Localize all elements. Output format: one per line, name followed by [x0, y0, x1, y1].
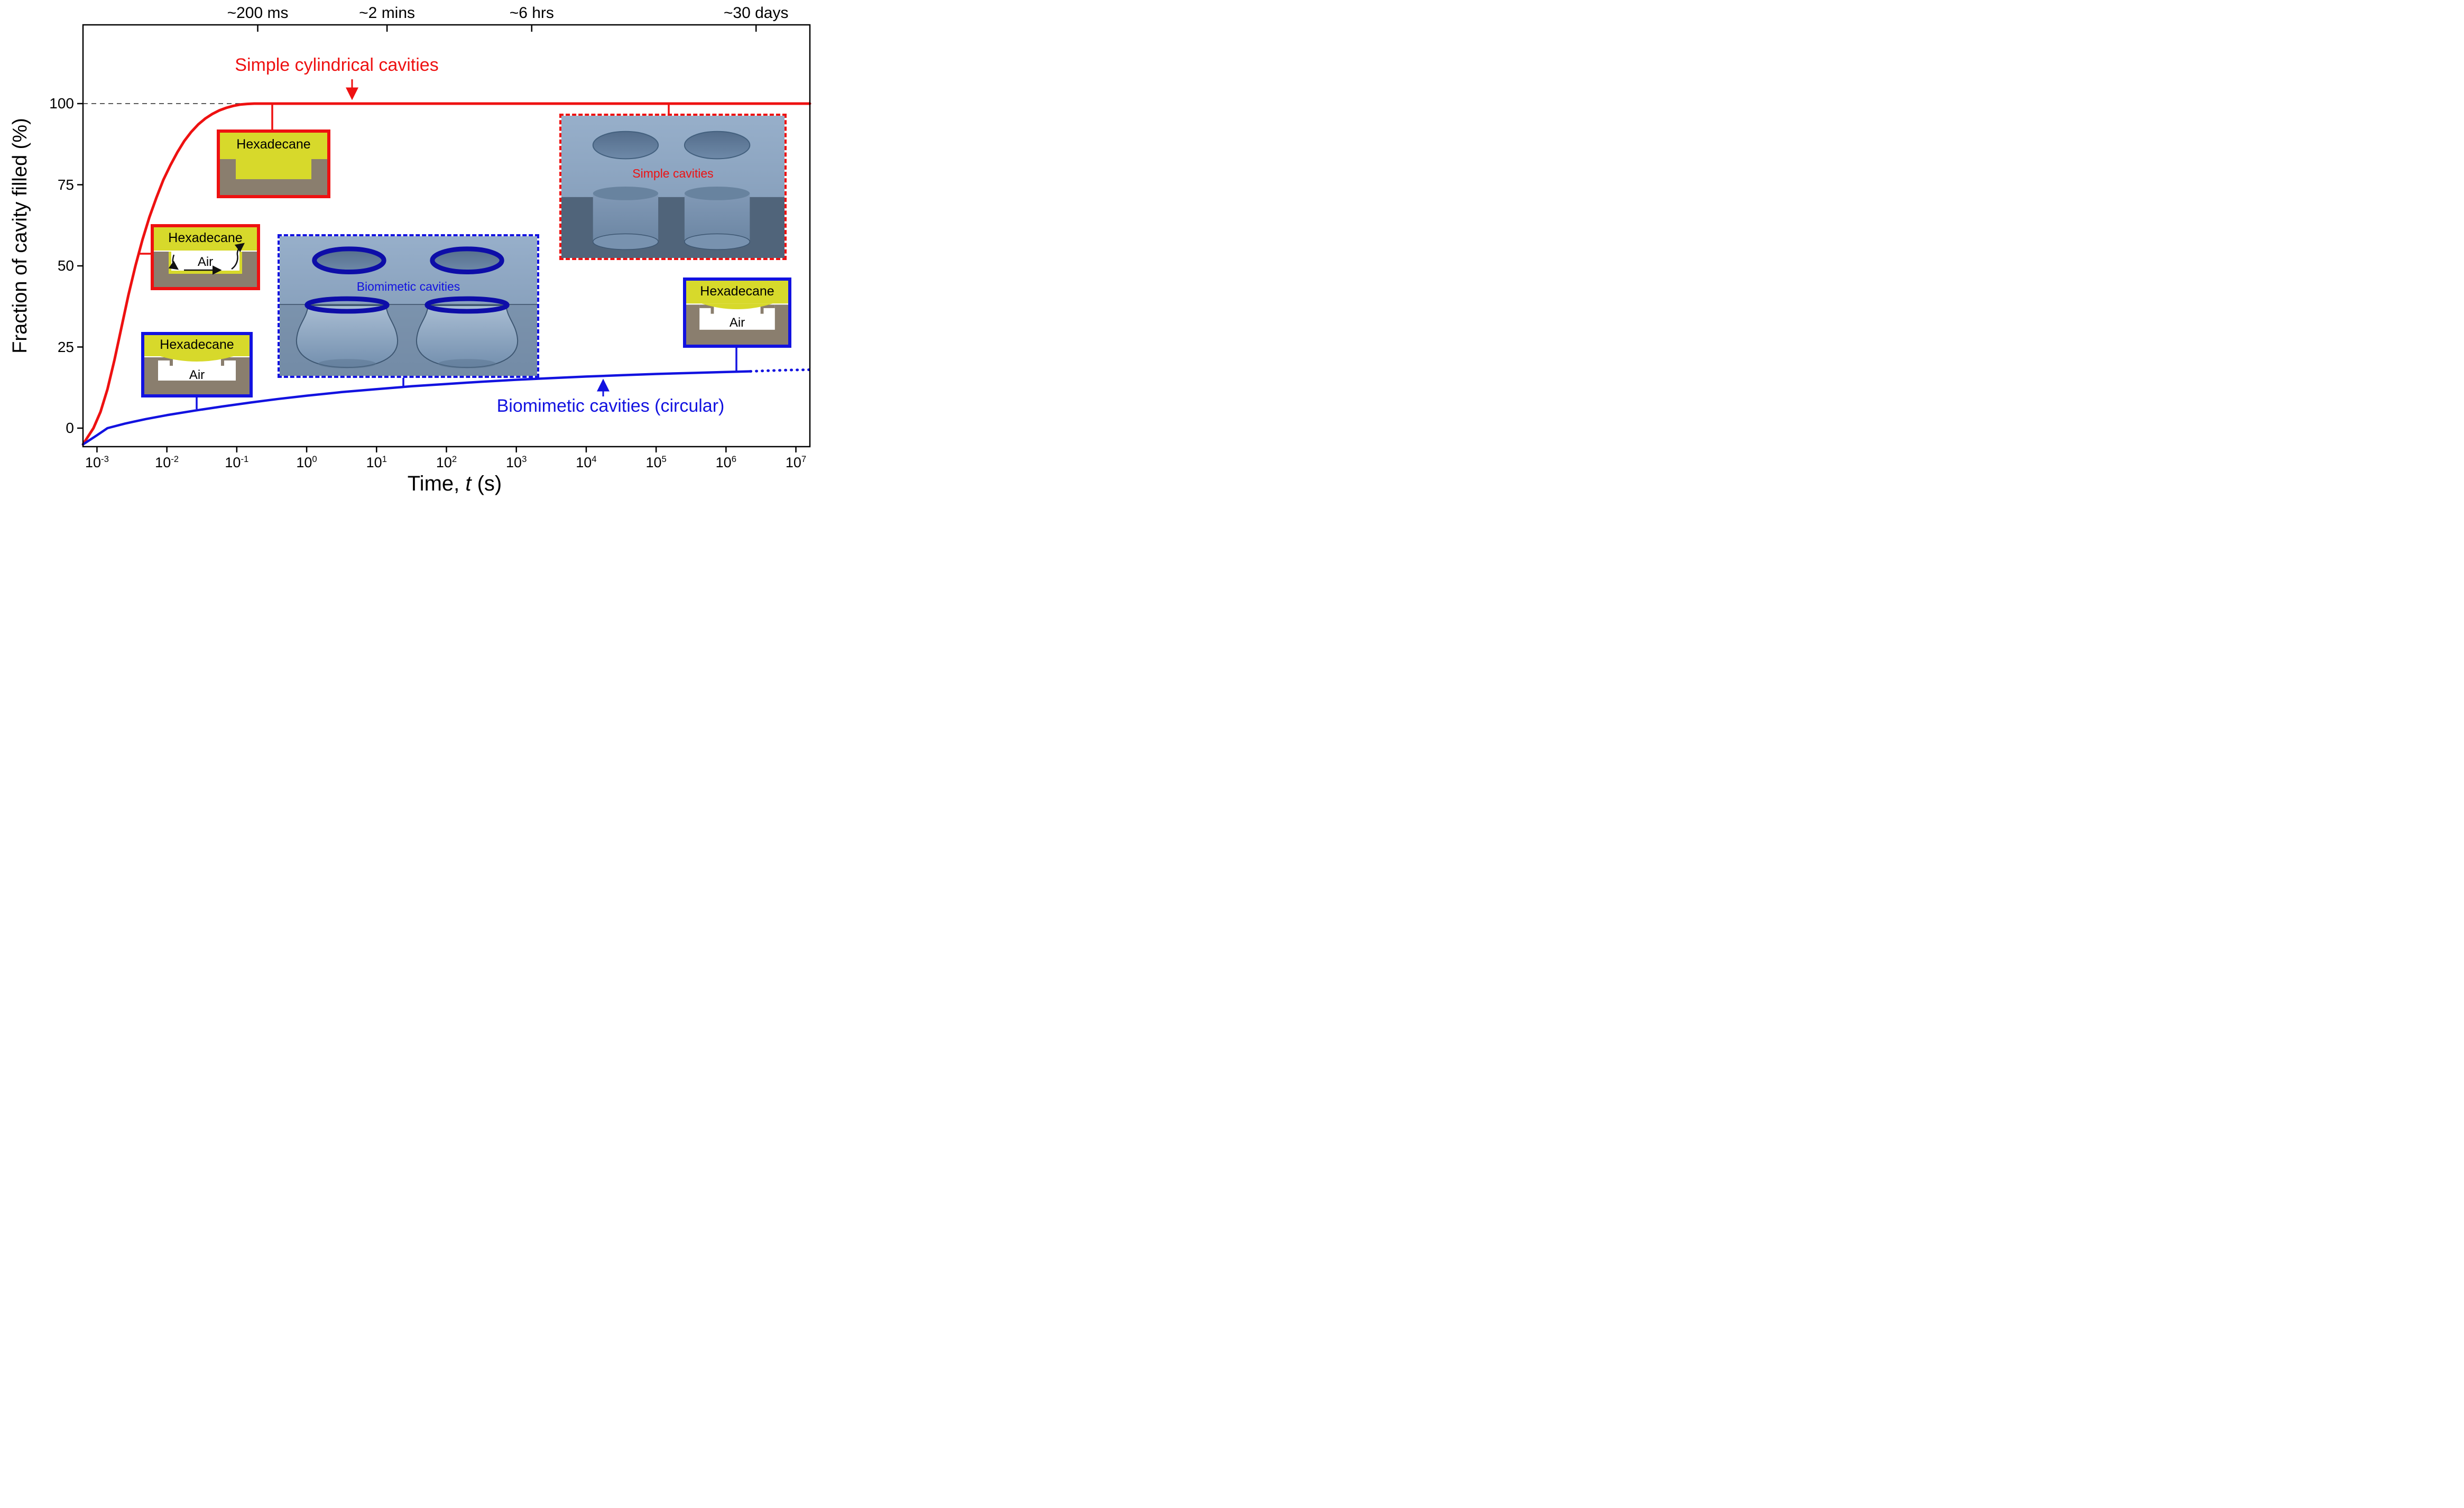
airflow-arrow-down	[168, 254, 179, 270]
x-axis-label-suffix: (s)	[471, 472, 502, 495]
hexadecane-label: Hexadecane	[160, 337, 234, 352]
hexadecane-label: Hexadecane	[236, 137, 311, 152]
x-axis-label-variable: t	[465, 472, 472, 495]
inset-filled-cavity: Hexadecane	[217, 129, 330, 198]
render-simple-drawing	[561, 116, 785, 258]
blue-series-label: Biomimetic cavities (circular)	[496, 396, 725, 416]
series-blue-dotted	[749, 368, 811, 373]
top-time-label: ~200 ms	[227, 4, 289, 22]
series-red	[81, 102, 811, 446]
figure-canvas: Fraction of cavity filled (%) Time, t (s…	[0, 0, 822, 503]
x-axis-label: Time, t (s)	[296, 472, 613, 496]
x-tick-label: 104	[576, 454, 597, 470]
simple-hole-right	[684, 131, 751, 160]
air-label: Air	[189, 368, 205, 382]
x-tick-label: 10-1	[225, 454, 249, 470]
x-tick-label: 10-2	[155, 454, 179, 470]
inset-biomimetic-right: Hexadecane Air	[683, 277, 791, 348]
top-time-label: ~30 days	[723, 4, 789, 22]
inset-draining-cavity: Hexadecane Air	[151, 224, 260, 290]
render-biomimetic: Biomimetic cavities	[278, 234, 539, 378]
biomimetic-hole-left	[312, 246, 386, 274]
plot-area	[77, 24, 811, 452]
inset-filled-cavity-drawing	[220, 133, 327, 195]
x-tick-label: 101	[366, 454, 387, 470]
simple-hole-left	[592, 131, 659, 160]
render-biomimetic-drawing	[280, 236, 537, 376]
red-series-label: Simple cylindrical cavities	[235, 55, 439, 75]
render-simple-caption: Simple cavities	[632, 166, 714, 180]
inset-biomimetic-right-drawing	[686, 281, 788, 345]
y-tick-label: 50	[57, 257, 74, 274]
x-tick-label: 103	[506, 454, 527, 470]
y-axis-label: Fraction of cavity filled (%)	[9, 118, 31, 354]
y-tick-label: 75	[57, 176, 74, 193]
x-tick-label: 10-3	[85, 454, 109, 470]
x-axis-label-prefix: Time,	[407, 472, 466, 495]
inset-biomimetic-left: Hexadecane Air	[141, 332, 253, 397]
render-simple: Simple cavities	[559, 114, 787, 260]
top-time-label: ~6 hrs	[509, 4, 554, 22]
inset-biomimetic-left-drawing	[144, 335, 250, 394]
x-tick-label: 107	[785, 454, 807, 470]
render-biomimetic-caption: Biomimetic cavities	[356, 280, 460, 293]
hexadecane-label: Hexadecane	[700, 284, 774, 299]
x-tick-label: 106	[715, 454, 737, 470]
biomimetic-bulb-right	[416, 305, 519, 368]
biomimetic-bulb-left	[296, 305, 399, 368]
simple-cylinder-right	[684, 187, 751, 250]
simple-cylinder-left	[592, 187, 659, 250]
y-tick-label: 0	[66, 420, 74, 436]
x-tick-label: 102	[436, 454, 457, 470]
y-tick-label: 100	[49, 95, 74, 112]
hexadecane-label: Hexadecane	[168, 230, 243, 245]
inset-draining-cavity-drawing	[154, 227, 257, 287]
x-tick-label: 100	[296, 454, 317, 470]
y-tick-label: 25	[57, 338, 74, 355]
x-tick-label: 105	[645, 454, 667, 470]
airflow-arrow-up	[231, 243, 245, 270]
series-blue	[81, 370, 752, 446]
air-label: Air	[729, 316, 745, 330]
top-time-label: ~2 mins	[359, 4, 416, 22]
biomimetic-hole-right	[430, 246, 504, 274]
air-label: Air	[197, 255, 214, 269]
